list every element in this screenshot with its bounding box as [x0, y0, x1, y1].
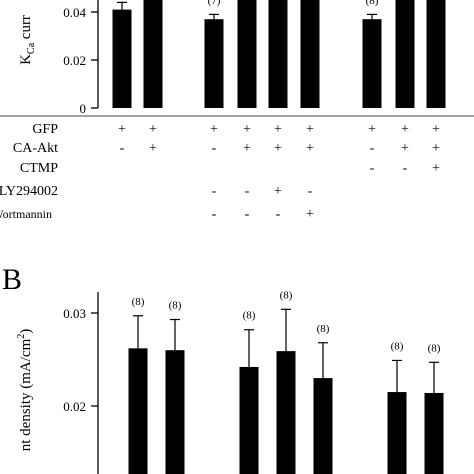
a-condition-label-1: CA-Akt — [13, 141, 58, 156]
a-condition-mark-3-g1-0: - — [212, 184, 217, 199]
b-bar-g1-1 — [276, 351, 296, 474]
a-bar-g1-3 — [300, 0, 320, 108]
b-n-label-g0-1: (8) — [169, 300, 182, 312]
a-condition-mark-0-g2-2: + — [432, 122, 440, 137]
panel-a-ylabel: KCa curr — [18, 15, 37, 65]
a-condition-mark-1-g2-1: + — [401, 141, 409, 156]
panel-b-ylabel: nt density (mA/cm2) — [16, 329, 34, 452]
b-ytick-label-0: 0.02 — [63, 399, 86, 414]
a-condition-mark-0-g1-3: + — [306, 122, 314, 137]
a-condition-mark-2-g2-0: - — [370, 161, 375, 176]
a-bar-g0-0 — [112, 9, 132, 109]
a-condition-mark-0-g2-1: + — [401, 122, 409, 137]
b-bar-g0-0 — [128, 348, 148, 474]
b-ytick-label-1: 0.03 — [63, 306, 86, 321]
a-ytick-label-2: 0.04 — [63, 5, 86, 20]
a-n-label-g1-0: (7) — [208, 0, 221, 7]
a-bar-g2-0 — [362, 19, 382, 109]
a-bar-g2-2 — [426, 0, 446, 108]
a-condition-mark-2-g2-2: + — [432, 161, 440, 176]
a-condition-mark-4-g1-0: - — [212, 207, 217, 222]
a-condition-mark-1-g2-2: + — [432, 141, 440, 156]
a-condition-mark-1-g0-1: + — [149, 141, 157, 156]
a-condition-mark-1-g1-0: - — [212, 141, 217, 156]
a-condition-mark-0-g2-0: + — [368, 122, 376, 137]
a-ytick-label-0: 0 — [80, 101, 87, 116]
b-n-label-g1-0: (8) — [243, 310, 256, 322]
b-bar-g0-1 — [165, 350, 185, 474]
a-condition-mark-0-g1-1: + — [243, 122, 251, 137]
a-condition-mark-4-g1-1: - — [245, 207, 250, 222]
a-condition-mark-4-g1-2: - — [276, 207, 281, 222]
a-condition-mark-1-g1-1: + — [243, 141, 251, 156]
b-n-label-g1-1: (8) — [280, 289, 293, 301]
b-bar-g1-2 — [313, 378, 333, 474]
a-bar-g2-1 — [395, 0, 415, 108]
b-n-label-g1-2: (8) — [317, 323, 330, 335]
a-condition-mark-0-g1-0: + — [210, 122, 218, 137]
a-bar-g1-0 — [204, 19, 224, 109]
b-bar-g2-1 — [424, 392, 444, 474]
panel-a: KCa curr 0 0.02 0.04 (7) (8) GFP + + + + + + + + + CA… — [0, 0, 474, 222]
panel-b-label: B — [2, 263, 22, 296]
a-condition-mark-1-g0-0: - — [120, 141, 125, 156]
b-bar-g1-0 — [239, 366, 259, 474]
a-condition-label-4: Wortmannin — [0, 207, 52, 221]
a-condition-mark-0-g1-2: + — [274, 122, 282, 137]
a-condition-mark-3-g1-3: - — [308, 184, 313, 199]
a-condition-mark-1-g1-2: + — [274, 141, 282, 156]
a-condition-mark-2-g2-1: - — [403, 161, 408, 176]
a-ytick-label-1: 0.02 — [63, 53, 86, 68]
a-condition-mark-0-g0-0: + — [118, 122, 126, 137]
a-n-label-g2-0: (8) — [366, 0, 379, 7]
a-condition-mark-1-g1-3: + — [306, 141, 314, 156]
a-condition-mark-3-g1-1: - — [245, 184, 250, 199]
a-condition-label-0: GFP — [32, 122, 58, 137]
a-bar-g1-1 — [237, 0, 257, 108]
b-bar-g2-0 — [387, 392, 407, 474]
a-condition-label-2: CTMP — [20, 161, 58, 176]
a-bar-g1-2 — [268, 0, 288, 108]
panel-b: B nt density (mA/cm2) 0.02 0.03 (8) (8) (8)… — [2, 263, 444, 474]
b-n-label-g0-0: (8) — [132, 296, 145, 308]
b-n-label-g2-1: (8) — [428, 342, 441, 354]
a-condition-mark-3-g1-2: + — [274, 184, 282, 199]
a-condition-mark-1-g2-0: - — [370, 141, 375, 156]
b-n-label-g2-0: (8) — [391, 340, 404, 352]
a-condition-label-3: LY294002 — [0, 184, 58, 199]
a-condition-mark-4-g1-3: + — [306, 207, 314, 222]
a-condition-mark-0-g0-1: + — [149, 122, 157, 137]
a-bar-g0-1 — [143, 0, 163, 108]
